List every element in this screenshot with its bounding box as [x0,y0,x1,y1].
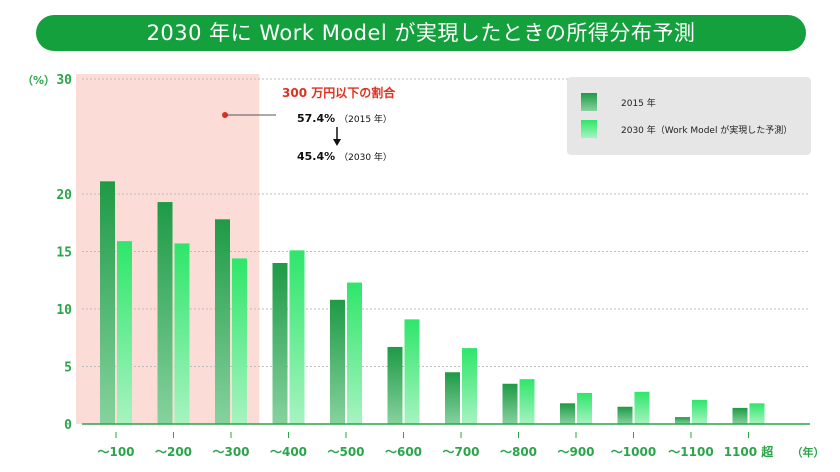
annotation-value-2015: 57.4% [297,112,336,125]
bar-2030 [232,258,247,424]
bar-2015 [157,202,173,424]
legend: 2015 年 2030 年（Work Model が実現した予測） [567,77,811,155]
annotation-arrow-head [333,139,341,146]
x-tick-label: 1100 超 [724,444,775,459]
annotation-title: 300 万円以下の割合 [282,86,396,100]
bar-2015 [732,407,748,424]
x-tick-label: 〜700 [442,445,479,459]
x-tick-label: 〜400 [270,445,307,459]
x-tick-label: 〜900 [557,445,594,459]
bar-2015 [617,406,633,424]
bar-2015 [560,403,575,424]
bar-2015 [330,299,345,424]
bar-2030 [634,391,650,424]
legend-swatch-2015 [581,93,597,111]
x-tick-label: 〜100 [97,445,134,459]
bar-2015 [272,263,288,424]
bar-2015 [215,219,230,424]
y-tick-label: 30 [56,73,72,88]
bar-2015 [445,372,460,424]
bar-2030 [519,379,535,424]
bar-2030 [577,392,592,424]
y-tick-label: 15 [56,246,72,261]
y-tick-label: 0 [64,418,72,433]
bar-2015 [502,383,518,424]
y-tick-label: 20 [56,188,72,203]
x-tick-label: 〜800 [500,445,537,459]
legend-item-2015: 2015 年 [581,93,656,111]
legend-label-2015: 2015 年 [621,98,656,109]
x-tick-label: 〜500 [327,445,364,459]
bar-2030 [289,250,305,424]
bar-2030 [404,319,420,424]
bar-2015 [100,181,115,424]
legend-swatch-2030 [581,120,597,138]
x-tick-label: 〜200 [155,445,192,459]
x-tick-label: 〜1000 [611,445,656,459]
bar-2030 [692,399,707,424]
annotation-year-2015: （2015 年） [339,115,392,125]
annotation-year-2030: （2030 年） [339,153,392,163]
x-tick-label: 〜1100 [668,445,713,459]
y-tick-label: 5 [64,361,72,376]
legend-label-2030: 2030 年（Work Model が実現した予測） [621,125,793,136]
x-tick-label: 〜600 [385,445,422,459]
y-axis-unit: （%） [22,74,55,87]
bar-2030 [174,243,190,424]
bar-2030 [749,403,765,424]
x-tick-label: 〜300 [212,445,249,459]
bar-2015 [675,417,690,424]
y-tick-label: 10 [56,303,72,318]
x-axis-unit: （年） [792,445,825,459]
annotation-value-2030: 45.4% [297,150,336,163]
bar-2030 [347,282,362,424]
bar-2030 [117,241,132,424]
bar-2015 [387,346,403,424]
annotation-2030: 45.4% （2030 年） [297,150,392,163]
annotation-2015: 57.4% （2015 年） [297,112,392,125]
legend-item-2030: 2030 年（Work Model が実現した予測） [581,120,792,138]
bar-2030 [462,348,477,424]
chart-title: 2030 年に Work Model が実現したときの所得分布予測 [36,15,806,51]
